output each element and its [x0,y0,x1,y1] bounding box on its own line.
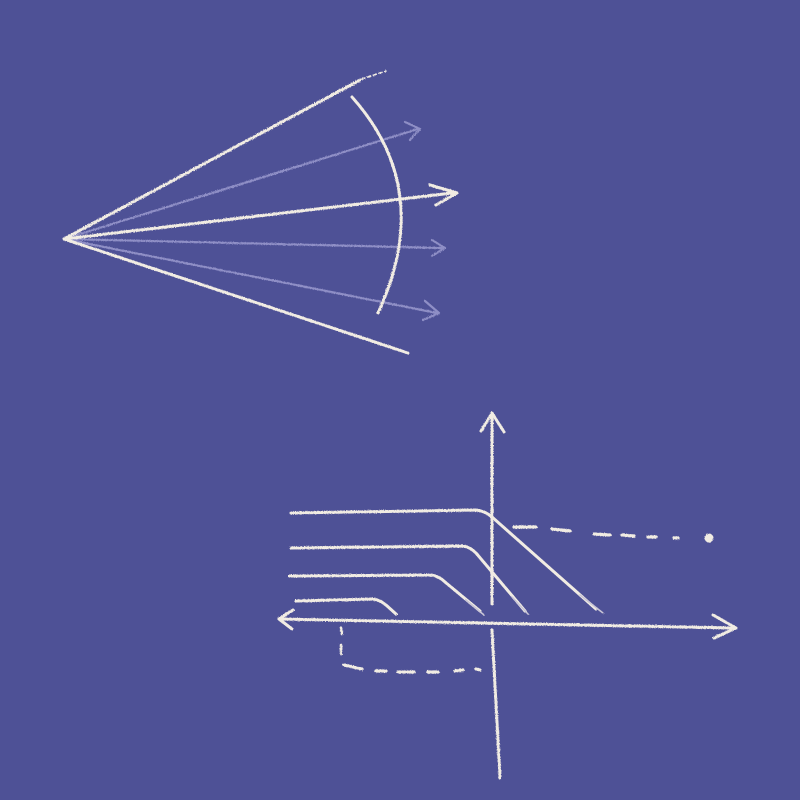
faint-arrowhead-middle [430,238,447,258]
faint-rays [62,120,447,322]
faint-ray-lower [62,237,439,315]
curve-2 [289,544,527,613]
curve-tails [465,594,604,616]
faint-ray-middle [62,237,445,250]
ray-top-tail [361,70,387,80]
curves [287,508,598,616]
dotted-level-upper-endpoint [704,533,714,543]
y-axis-arrowhead [479,411,506,434]
dotted-levels [339,525,714,674]
curve-3-tail [465,599,485,616]
x-axis-arrowhead-right [711,613,738,640]
dotted-level-upper [512,525,680,540]
dotted-level-lower-connector [339,626,344,656]
curve-1-tail [579,594,604,614]
axes-graph-diagram [277,411,738,780]
curve-3 [287,573,482,613]
wavefront-arc [350,95,403,315]
dotted-level-lower [342,663,482,674]
faint-arrowhead-lower [421,299,441,322]
curve-4 [294,597,398,616]
axes [277,411,738,780]
ray-fan-diagram [62,70,459,355]
ray-top [62,78,362,241]
y-axis-line [490,411,502,780]
x-axis-arrowhead-left [277,608,295,631]
faint-arrowhead-upper [403,120,422,142]
ray-center [62,191,454,241]
faint-ray-upper [62,127,420,241]
x-axis-line [277,617,736,630]
ray-bottom [62,237,410,355]
solid-rays [62,70,459,355]
curve-2-tail [511,596,529,615]
ray-center-arrowhead [428,183,459,207]
curve-1 [289,508,598,611]
